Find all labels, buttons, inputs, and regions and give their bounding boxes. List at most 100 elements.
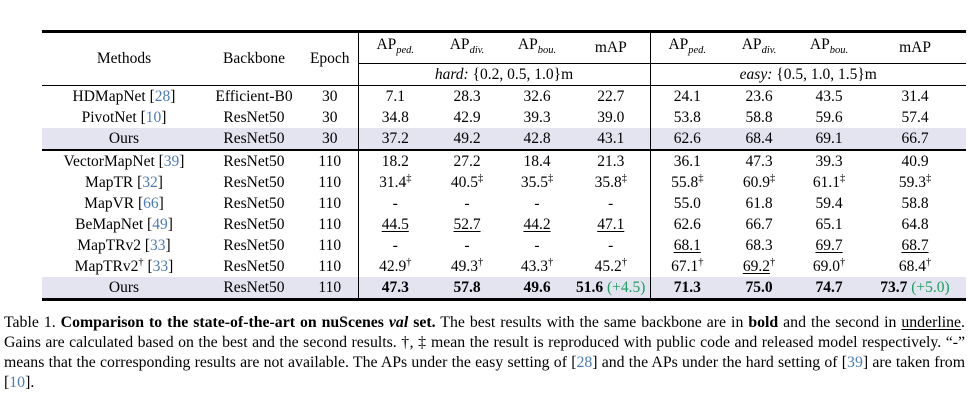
value-cell: 69.2†: [742, 256, 776, 276]
value-cell: 37.2: [357, 128, 432, 151]
value-cell: 43.5: [815, 88, 843, 106]
value-cell: 66.7: [864, 128, 966, 151]
value-cell: 23.6: [745, 88, 773, 106]
citation[interactable]: 33: [152, 258, 169, 276]
epoch-cell: 110: [302, 277, 358, 300]
value-cell: 55.8‡: [649, 172, 724, 194]
table-row-maptr-110ep: MapTR [32] ResNet50 110 31.4‡ 40.5‡ 35.5‡ 35.8…: [42, 172, 966, 194]
value-cell: 31.4‡: [357, 172, 432, 194]
value-cell: 40.5‡: [450, 172, 484, 192]
method-cell: Ours: [42, 277, 206, 300]
caption-text: Table 1.: [4, 314, 61, 331]
value-cell: 44.5: [357, 214, 432, 236]
caption-text: and the second in: [778, 314, 902, 331]
method-cell: MapVR [66]: [84, 195, 164, 213]
value-cell: -: [608, 195, 614, 213]
value-cell: 53.8: [649, 107, 724, 129]
value-cell: -: [608, 237, 614, 255]
backbone-cell: ResNet50: [223, 258, 285, 276]
citation[interactable]: 28: [576, 354, 593, 371]
value-cell: 47.1: [597, 216, 625, 234]
value-cell: 59.3‡: [898, 172, 932, 192]
value-cell: 40.9: [864, 149, 966, 173]
method-cell: HDMapNet [28]: [72, 88, 176, 106]
value-cell: 65.1: [815, 216, 843, 234]
caption-text: Comparison to the state-of-the-art on nu…: [60, 314, 389, 331]
value-cell: 42.9†: [357, 256, 432, 278]
value-cell: 60.9‡: [742, 172, 776, 192]
value-cell: 52.7: [453, 216, 481, 234]
table-row-mapvr-110ep: MapVR [66] ResNet50 110- - - -55.0 61.8 59.4 58.…: [42, 193, 966, 215]
value-cell: 57.8: [432, 277, 502, 300]
results-table-head: Methods Backbone Epoch APped. APdiv. APbou. mA…: [42, 31, 966, 87]
value-cell: 49.2: [432, 128, 502, 151]
value-cell: 36.1: [649, 149, 724, 173]
setting-header-easy: easy: {0.5, 1.0, 1.5}m: [649, 63, 966, 87]
citation[interactable]: 10: [145, 109, 162, 127]
value-cell: 39.0: [597, 109, 625, 127]
value-cell: 22.7: [597, 88, 625, 106]
citation[interactable]: 32: [142, 174, 158, 192]
citation[interactable]: 66: [143, 195, 159, 213]
value-cell: 18.2: [357, 149, 432, 173]
column-header-map-hard: mAP: [572, 31, 650, 65]
caption-text: set.: [408, 314, 436, 331]
value-cell: 69.7: [815, 237, 843, 255]
column-header-ap-div-hard: APdiv.: [432, 31, 502, 65]
value-cell: 57.4: [901, 109, 929, 127]
value-cell: 67.1†: [649, 256, 724, 278]
table-row-ours-110ep: Ours ResNet50 110 47.3 57.8 49.6 51.6 (+4.5) 71…: [42, 277, 966, 300]
backbone-cell: Efficient-B0: [215, 88, 293, 106]
header-row-metrics: Methods Backbone Epoch APped. APdiv. APbou. mA…: [42, 31, 966, 87]
epoch-cell: 110: [318, 258, 342, 276]
value-cell: 43.3†: [520, 256, 554, 276]
citation[interactable]: 10: [9, 374, 26, 391]
value-cell: 39.3: [794, 149, 864, 173]
backbone-cell: ResNet50: [206, 149, 302, 173]
results-table-body: HDMapNet [28] Efficient-B0 30 7.1 28.3 32.6 22…: [42, 85, 966, 300]
method-cell: MapTR [32]: [85, 174, 163, 192]
epoch-cell: 110: [318, 237, 342, 255]
citation[interactable]: 39: [163, 153, 180, 171]
value-cell: 66.7: [745, 216, 773, 234]
citation[interactable]: 49: [152, 216, 168, 234]
value-cell: 51.6 (+4.5): [572, 277, 650, 300]
column-header-ap-ped-easy: APped.: [649, 31, 724, 65]
column-header-methods: Methods: [42, 31, 206, 87]
column-header-backbone: Backbone: [206, 31, 302, 87]
value-cell: 68.3: [745, 237, 773, 255]
citation[interactable]: 28: [154, 88, 171, 106]
value-cell: 34.8: [357, 107, 432, 129]
citation[interactable]: 39: [847, 354, 863, 371]
method-cell: Ours: [42, 128, 206, 151]
caption-text: ].: [25, 374, 35, 391]
table-caption: Table 1. Comparison to the state-of-the-…: [4, 313, 965, 393]
table-row-vectormapnet-110ep: VectorMapNet [39] ResNet50 110 18.2 27.2 18.4…: [42, 149, 966, 173]
caption-text: ] are taken from [: [4, 354, 965, 391]
value-cell: 64.8: [901, 216, 929, 234]
epoch-cell: 110: [318, 216, 342, 234]
value-cell: 68.4: [724, 128, 794, 151]
method-cell: BeMapNet [49]: [75, 216, 173, 234]
value-cell: 71.3: [649, 277, 724, 300]
column-header-map-easy: mAP: [864, 31, 966, 65]
column-header-ap-bou-easy: APbou.: [794, 31, 864, 65]
value-cell: 58.8: [745, 109, 773, 127]
value-cell: 58.8: [901, 195, 929, 213]
citation[interactable]: 33: [150, 237, 166, 255]
value-cell: 47.3: [357, 277, 432, 300]
value-cell: 35.5‡: [520, 172, 554, 192]
column-header-ap-div-easy: APdiv.: [724, 31, 794, 65]
value-cell: 61.1‡: [812, 172, 846, 192]
method-cell: MapTRv2 [33]: [77, 237, 171, 255]
epoch-cell: 30: [302, 128, 358, 151]
table-row-bemapnet-110ep: BeMapNet [49] ResNet50 110 44.5 52.7 44.2 47.1…: [42, 214, 966, 236]
value-cell: 62.6: [649, 214, 724, 236]
backbone-cell: ResNet50: [206, 277, 302, 300]
value-cell: 49.6: [502, 277, 572, 300]
method-cell: MapTRv2† [33]: [74, 256, 174, 276]
value-cell: -: [534, 237, 540, 255]
caption-text: val: [388, 314, 409, 331]
value-cell: 21.3: [572, 149, 650, 173]
method-cell: VectorMapNet [39]: [42, 149, 206, 173]
